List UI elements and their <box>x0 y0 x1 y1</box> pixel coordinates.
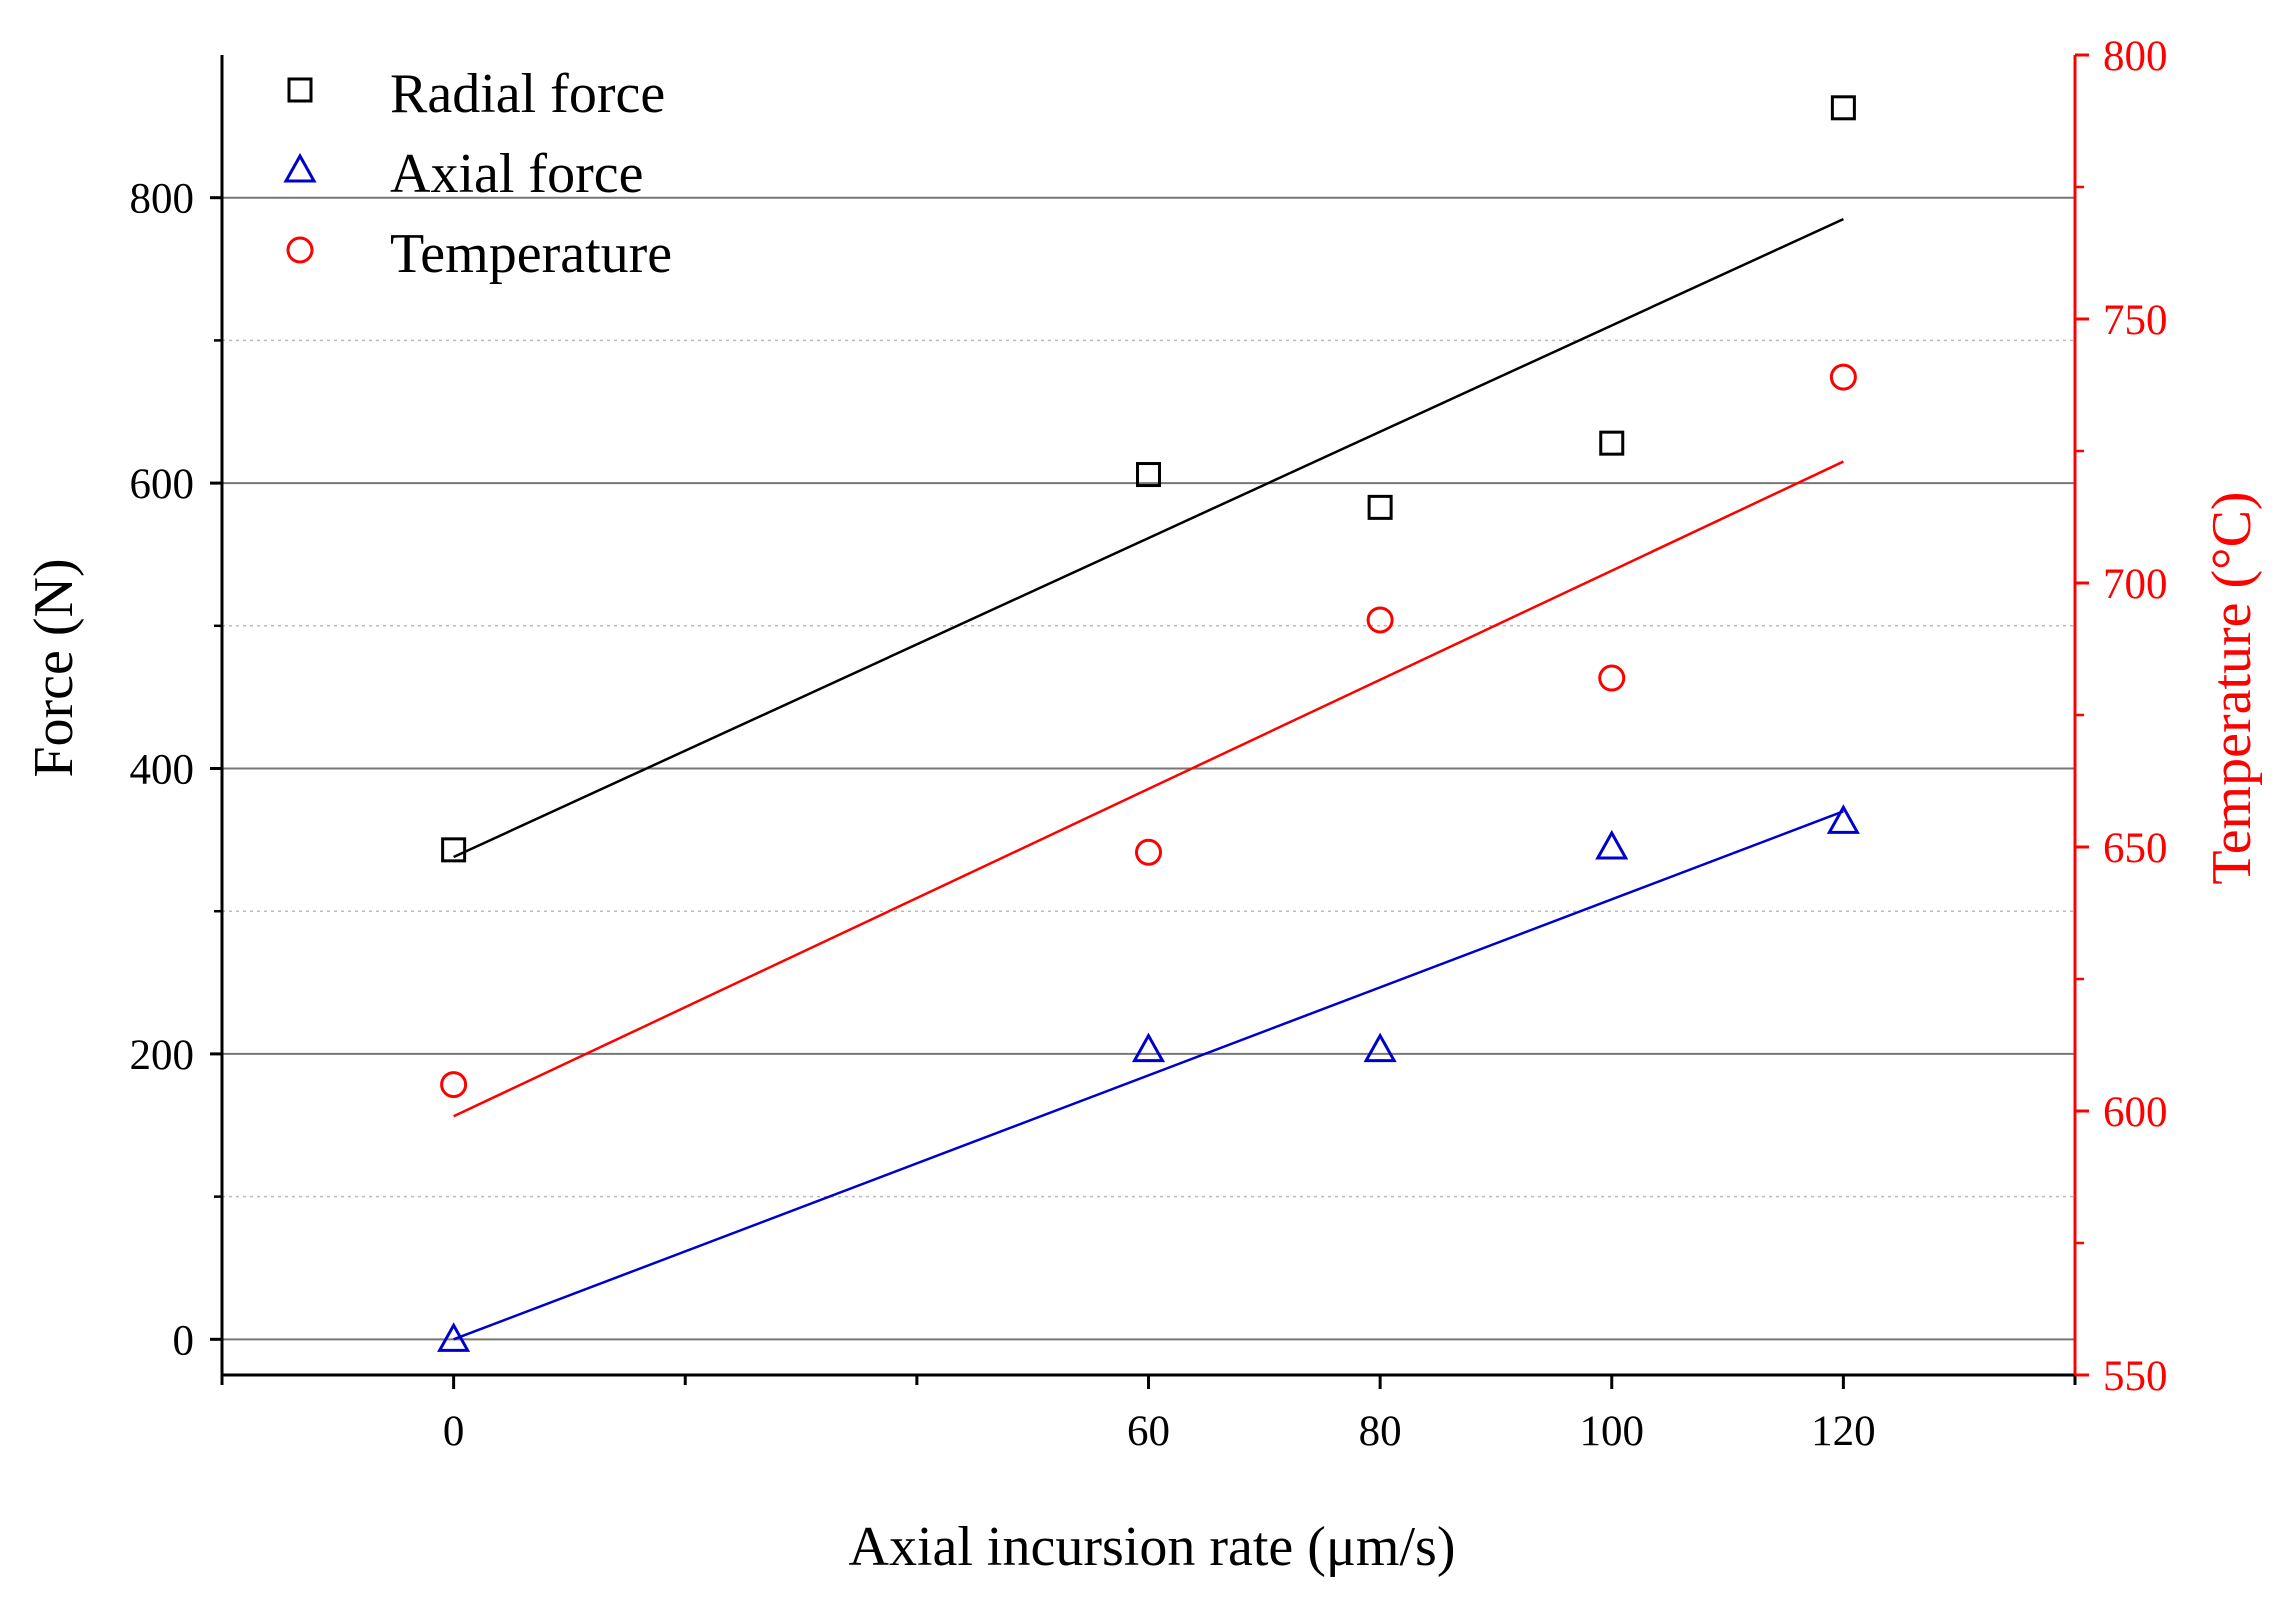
data-point <box>1829 363 1857 391</box>
data-point <box>441 837 467 863</box>
y-tick-label: 0 <box>173 1317 195 1364</box>
legend-label: Axial force <box>390 143 643 205</box>
x-tick-label: 0 <box>443 1408 465 1455</box>
legend-marker <box>286 236 314 264</box>
y2-tick-label: 700 <box>2103 561 2168 608</box>
data-point <box>440 1071 468 1099</box>
data-point <box>1367 494 1393 520</box>
legend-marker <box>283 152 317 183</box>
data-point <box>1826 804 1860 834</box>
axes: 0 60 80 100 120 0 200 400 600 800 550 600 650 700 750 8… <box>130 33 2168 1455</box>
y-tick-label: 800 <box>130 176 195 223</box>
y-tick-label: 600 <box>130 461 195 508</box>
x-axis-title: Axial incursion rate (μm/s) <box>849 1516 1456 1578</box>
data-markers <box>437 95 1860 1352</box>
y2-tick-label: 600 <box>2103 1089 2168 1136</box>
x-tick-label: 60 <box>1127 1408 1170 1455</box>
data-point <box>1830 95 1856 121</box>
y2-axis-title: Temperature (°C) <box>2201 491 2263 884</box>
y-tick-label: 400 <box>130 747 195 794</box>
legend: Radial force Axial force Temperature <box>283 63 672 285</box>
data-point <box>437 1322 471 1352</box>
y2-tick-label: 800 <box>2103 33 2168 80</box>
fit-line <box>453 460 1844 1118</box>
legend-marker <box>287 77 313 103</box>
x-tick-label: 100 <box>1580 1408 1645 1455</box>
y2-tick-label: 550 <box>2103 1353 2168 1400</box>
y2-tick-label: 650 <box>2103 825 2168 872</box>
y-tick-label: 200 <box>130 1032 195 1079</box>
data-point <box>1136 462 1161 488</box>
y2-tick-label: 750 <box>2103 297 2168 344</box>
data-point <box>1599 430 1625 456</box>
grid <box>222 196 2075 1341</box>
data-point <box>1595 829 1629 860</box>
legend-label: Radial force <box>390 63 665 125</box>
fit-line <box>453 810 1844 1341</box>
data-point <box>1366 606 1394 634</box>
y-axis-title: Force (N) <box>23 558 85 777</box>
x-tick-label: 120 <box>1811 1408 1876 1455</box>
fit-line <box>453 217 1844 859</box>
x-tick-label: 80 <box>1359 1408 1402 1455</box>
fit-lines <box>453 217 1844 1341</box>
data-point <box>1135 838 1162 866</box>
data-point <box>1131 1032 1166 1063</box>
data-point <box>1363 1032 1397 1063</box>
legend-label: Temperature <box>390 223 672 285</box>
data-point <box>1598 664 1626 692</box>
